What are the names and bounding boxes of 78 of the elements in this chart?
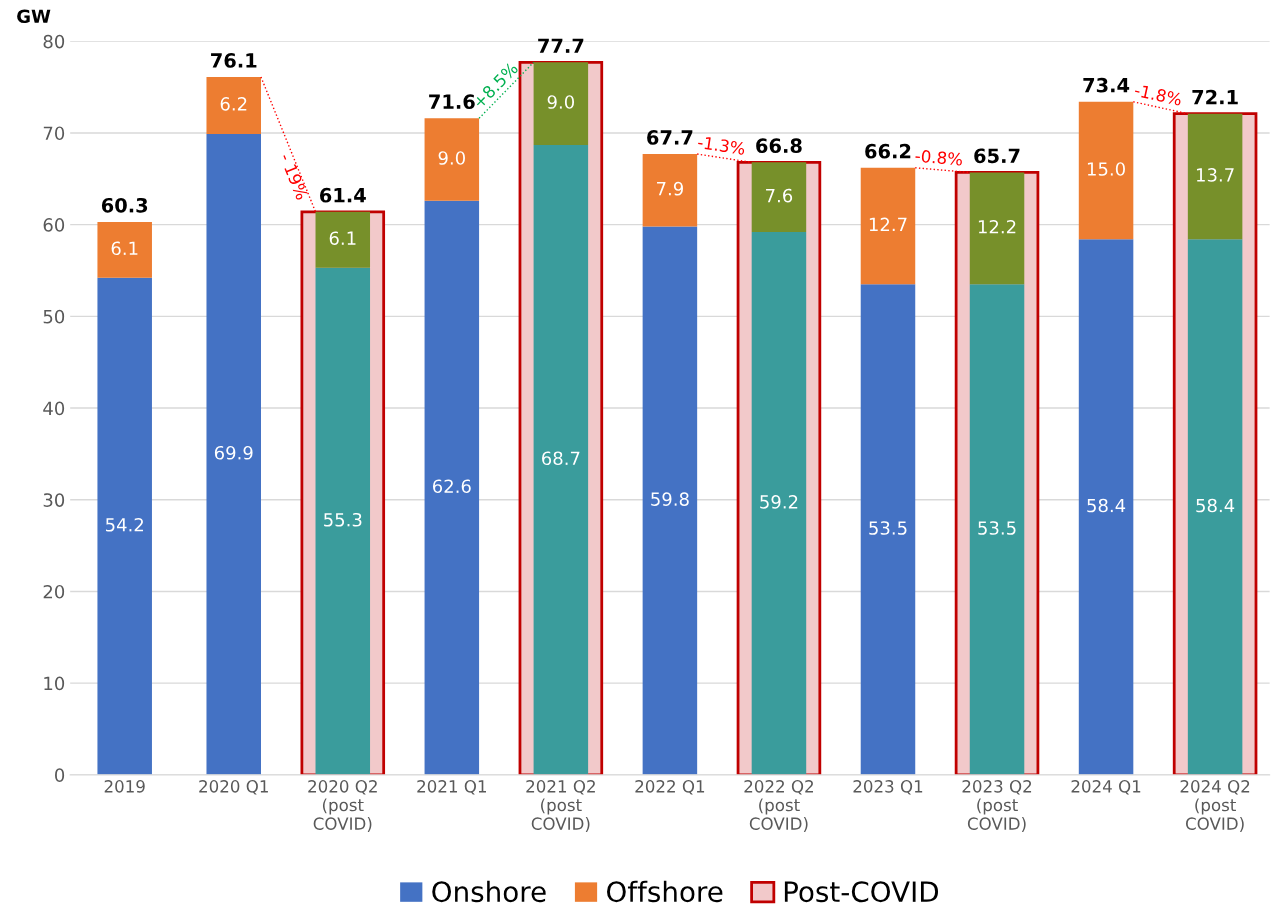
- total-label: 65.7: [974, 148, 1020, 164]
- data-label: 62.6: [432, 479, 471, 494]
- x-tick-label: 2024 Q2 (post COVID): [1180, 780, 1250, 832]
- data-label: 53.5: [978, 521, 1016, 535]
- bar: [860, 167, 916, 285]
- data-label: 9.0: [547, 95, 575, 109]
- total-label: 72.1: [1192, 89, 1238, 105]
- bar: [1187, 113, 1243, 240]
- x-tick-label: 2022 Q2 (post COVID): [744, 780, 813, 832]
- x-tick-label: 2020 Q2 (post COVID): [308, 780, 377, 832]
- bar: [97, 277, 152, 775]
- legend-label: Onshore: [432, 880, 546, 903]
- data-label: 68.7: [542, 451, 580, 466]
- y-tick-label: 70: [43, 126, 65, 141]
- x-tick-label: 2020 Q1: [199, 780, 268, 795]
- bar: [424, 118, 480, 201]
- bar: [642, 154, 698, 227]
- y-tick-label: 40: [43, 401, 65, 416]
- total-label: 73.4: [1083, 77, 1130, 93]
- data-label: 15.0: [1087, 162, 1125, 176]
- total-label: 60.3: [101, 197, 148, 213]
- data-label: 9.0: [438, 151, 465, 165]
- total-label: 71.6: [429, 94, 475, 110]
- data-label: 53.5: [869, 521, 907, 535]
- data-label: 59.8: [651, 492, 689, 506]
- data-label: 69.9: [214, 445, 253, 460]
- annotation: - 19%: [279, 152, 309, 201]
- x-tick-label: 2024 Q1: [1071, 780, 1141, 795]
- x-tick-label: 2022 Q1: [635, 780, 705, 795]
- y-tick-label: 60: [43, 218, 65, 232]
- bar: [1078, 101, 1134, 240]
- data-label: 58.4: [1087, 498, 1126, 513]
- bar: [206, 133, 261, 775]
- legend-label: Offshore: [607, 880, 723, 903]
- data-label: 6.1: [329, 231, 356, 246]
- data-label: 6.2: [220, 97, 247, 111]
- annotation: -0.8%: [915, 149, 963, 166]
- bar: [642, 226, 698, 775]
- bar: [860, 284, 916, 775]
- bar: [1078, 239, 1134, 775]
- y-tick-label: 10: [44, 676, 65, 691]
- x-tick-label: 2019: [104, 780, 145, 793]
- data-label: 12.2: [978, 219, 1016, 234]
- data-label: 59.2: [760, 495, 798, 509]
- annotation: -1.8%: [1134, 83, 1183, 106]
- y-tick-label: 80: [43, 34, 65, 49]
- total-label: 67.7: [647, 130, 693, 145]
- x-tick-label: 2023 Q1: [853, 780, 923, 795]
- x-tick-label: 2021 Q2 (post COVID): [526, 780, 595, 832]
- bar: [969, 172, 1025, 285]
- y-axis-title: GW: [17, 9, 51, 24]
- data-label: 54.2: [105, 517, 143, 532]
- y-tick-label: 30: [43, 493, 65, 507]
- bar: [315, 211, 371, 268]
- bar: [751, 162, 807, 232]
- total-label: 66.8: [756, 138, 802, 154]
- y-tick-label: 20: [43, 584, 65, 599]
- total-label: 77.7: [538, 38, 584, 53]
- data-label: 58.4: [1196, 498, 1235, 513]
- y-tick-label: 0: [55, 768, 65, 782]
- data-label: 12.7: [869, 217, 907, 232]
- total-label: 76.1: [211, 53, 257, 68]
- data-label: 13.7: [1196, 168, 1234, 182]
- data-label: 7.6: [766, 188, 793, 203]
- bar: [533, 62, 589, 145]
- x-tick-label: 2021 Q1: [417, 780, 486, 795]
- data-label: 55.3: [324, 512, 362, 527]
- bar: [206, 77, 261, 134]
- total-label: 66.2: [865, 143, 911, 159]
- total-label: 61.4: [320, 187, 366, 203]
- annotation: -1.3%: [697, 135, 746, 156]
- y-tick-label: 50: [43, 309, 65, 324]
- legend-label: Post-COVID: [784, 881, 939, 903]
- x-tick-label: 2023 Q2 (post COVID): [962, 780, 1032, 832]
- bar: [424, 200, 480, 775]
- data-label: 6.1: [111, 241, 138, 256]
- data-label: 7.9: [657, 181, 683, 196]
- bar: [97, 221, 152, 278]
